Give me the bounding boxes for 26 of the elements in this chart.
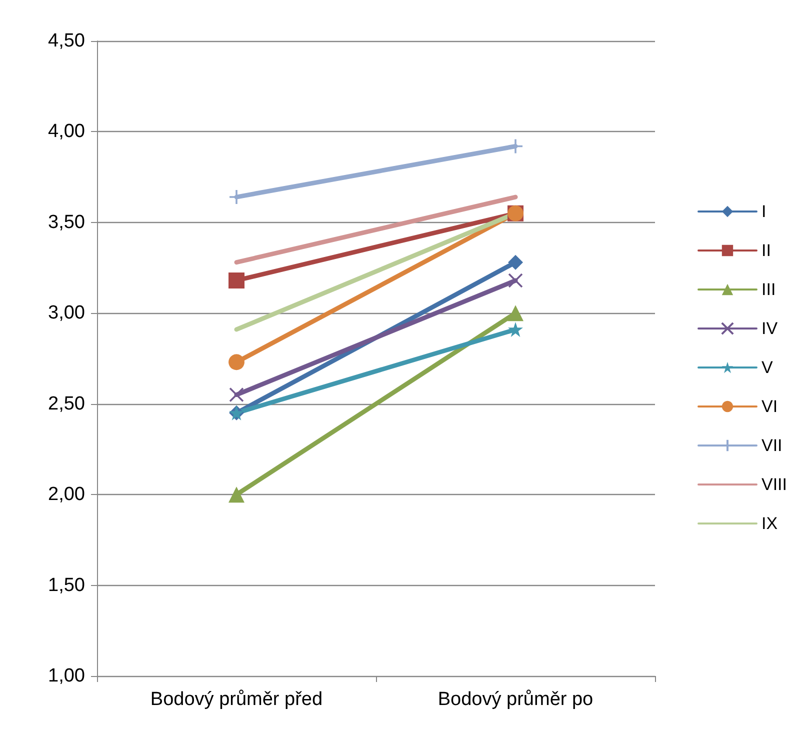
legend-label: II (761, 241, 771, 260)
legend-label: I (761, 202, 766, 221)
point (508, 138, 524, 154)
x-tick-label: Bodový průměr před (150, 689, 323, 710)
y-tick-label: 1,50 (48, 574, 85, 596)
legend-label: IV (761, 319, 778, 338)
y-tick-label: 2,50 (48, 393, 85, 414)
legend-label: IX (761, 514, 778, 533)
point (229, 387, 244, 402)
x-tick-label: Bodový průměr po (438, 689, 594, 710)
legend-label: VIII (761, 475, 788, 494)
point (508, 322, 523, 337)
y-tick-label: 4,00 (48, 121, 85, 142)
y-tick-label: 4,50 (48, 30, 85, 52)
y-tick-label: 3,50 (48, 212, 85, 233)
y-tick-label: 1,00 (48, 666, 85, 686)
point (508, 254, 523, 270)
point (228, 354, 244, 370)
legend-label: VII (761, 436, 782, 455)
point (228, 272, 244, 288)
y-tick-label: 3,00 (48, 302, 85, 324)
legend-label: III (761, 280, 776, 299)
legend-label: VI (761, 397, 778, 416)
y-tick-label: 2,00 (48, 484, 85, 506)
legend-label: V (761, 358, 774, 377)
point (508, 273, 523, 288)
